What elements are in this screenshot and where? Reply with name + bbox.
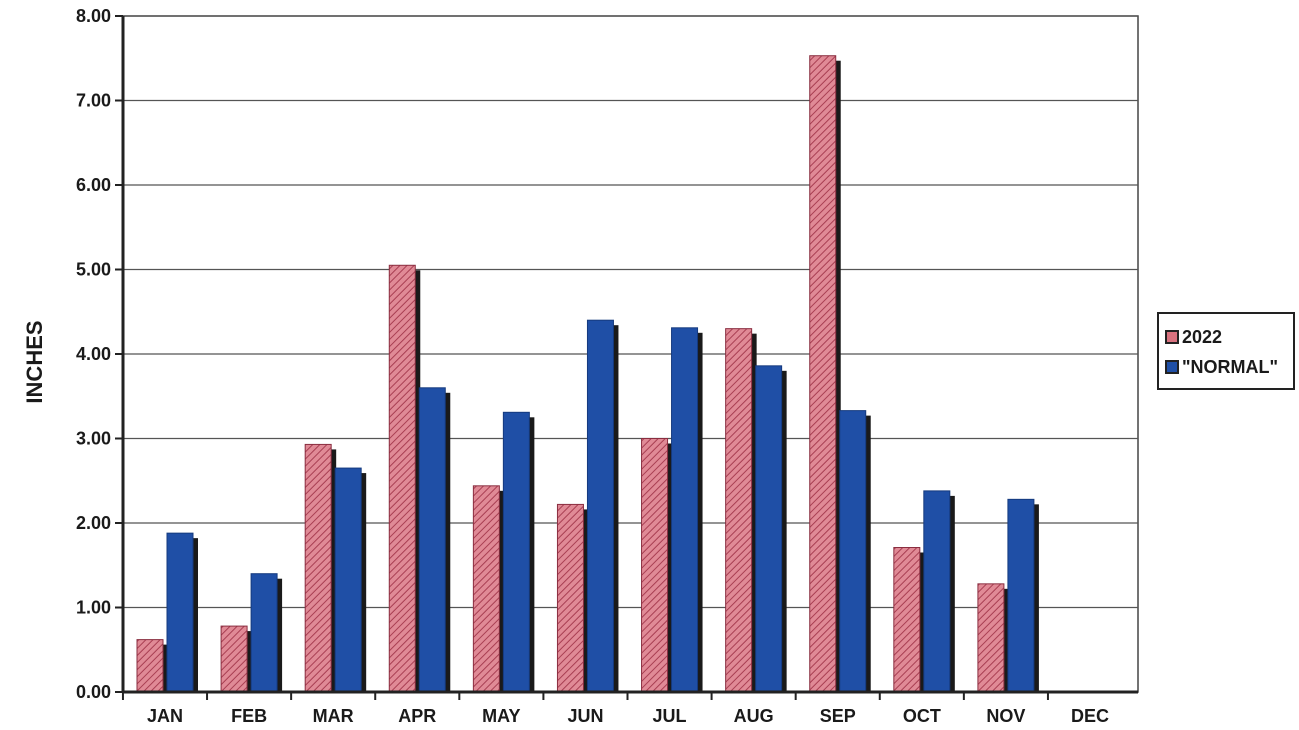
x-tick-label: MAY bbox=[482, 706, 520, 726]
y-tick-label: 0.00 bbox=[76, 682, 111, 702]
bar-2022 bbox=[220, 625, 248, 693]
x-tick-label: NOV bbox=[986, 706, 1025, 726]
y-tick-label: 1.00 bbox=[76, 598, 111, 618]
bar-2022 bbox=[977, 583, 1005, 693]
tick-labels: 0.00 1.00 2.00 3.00 4.00 5.00 6.00 7.00 8.00 JAN F… bbox=[76, 6, 1109, 726]
bar-2022 bbox=[809, 55, 837, 693]
legend-swatch-2022 bbox=[1165, 330, 1179, 344]
bar-normal bbox=[1007, 498, 1035, 693]
bar-2022 bbox=[556, 503, 584, 693]
bar-2022 bbox=[388, 264, 416, 693]
x-tick-label: JUL bbox=[653, 706, 687, 726]
legend-item-normal: "NORMAL" bbox=[1165, 352, 1287, 382]
bar-normal bbox=[250, 573, 278, 693]
bar-normal bbox=[502, 411, 530, 693]
x-tick-label: JUN bbox=[567, 706, 603, 726]
legend: 2022 "NORMAL" bbox=[1157, 312, 1295, 390]
legend-item-2022: 2022 bbox=[1165, 322, 1287, 352]
bar-2022 bbox=[136, 639, 164, 693]
bar-2022 bbox=[641, 438, 669, 693]
bars bbox=[136, 55, 1039, 693]
x-tick-label: JAN bbox=[147, 706, 183, 726]
axes bbox=[115, 15, 1138, 700]
legend-label-normal: "NORMAL" bbox=[1182, 356, 1279, 377]
x-tick-label: SEP bbox=[820, 706, 856, 726]
legend-swatch-normal bbox=[1165, 360, 1179, 374]
bar-normal bbox=[586, 319, 614, 693]
bar-normal bbox=[671, 327, 699, 693]
y-tick-label: 6.00 bbox=[76, 175, 111, 195]
y-tick-label: 7.00 bbox=[76, 91, 111, 111]
y-tick-label: 4.00 bbox=[76, 344, 111, 364]
bar-2022 bbox=[725, 328, 753, 693]
y-tick-label: 3.00 bbox=[76, 429, 111, 449]
bar-2022 bbox=[893, 547, 921, 693]
y-tick-label: 5.00 bbox=[76, 260, 111, 280]
bar-normal bbox=[755, 365, 783, 693]
bar-normal bbox=[418, 387, 446, 693]
y-tick-label: 2.00 bbox=[76, 513, 111, 533]
bar-2022 bbox=[304, 443, 332, 693]
legend-label-2022: 2022 bbox=[1182, 326, 1223, 347]
x-tick-label: DEC bbox=[1071, 706, 1109, 726]
bar-normal bbox=[334, 467, 362, 693]
x-tick-label: FEB bbox=[231, 706, 267, 726]
x-tick-label: AUG bbox=[734, 706, 774, 726]
y-axis-label: INCHES bbox=[22, 320, 47, 403]
x-tick-label: APR bbox=[398, 706, 436, 726]
bar-normal bbox=[839, 410, 867, 693]
x-tick-label: MAR bbox=[313, 706, 354, 726]
bar-2022 bbox=[472, 485, 500, 693]
bar-normal bbox=[923, 490, 951, 693]
y-tick-label: 8.00 bbox=[76, 6, 111, 26]
x-tick-label: OCT bbox=[903, 706, 941, 726]
gridlines bbox=[122, 15, 1139, 693]
bar-normal bbox=[166, 532, 194, 693]
